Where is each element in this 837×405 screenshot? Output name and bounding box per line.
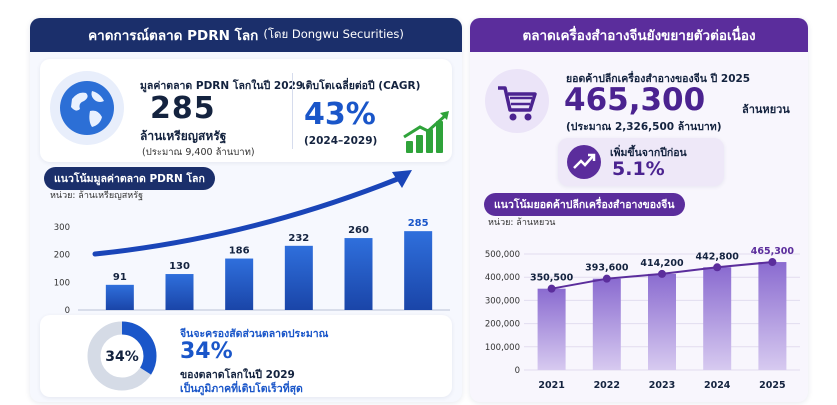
cosmetics-trend-title: แนวโน้มยอดค้าปลีกเครื่องสำอางของจีน	[484, 193, 685, 216]
cos-line-point	[547, 284, 556, 293]
cos-x-tick-label: 2025	[759, 380, 785, 391]
cos-bar	[648, 273, 676, 370]
pdrn-trend-title: แนวโน้มมูลค่าตลาด PDRN โลก	[44, 167, 215, 190]
cos-y-tick-label: 400,000	[485, 273, 520, 283]
cos-data-label: 414,200	[640, 258, 684, 269]
cos-x-tick-label: 2022	[594, 380, 620, 391]
share-donut-arc	[87, 321, 157, 391]
shopping-cart-icon	[485, 69, 549, 133]
retail-sales-note: (ประมาณ 2,326,500 ล้านบาท)	[566, 121, 722, 133]
cos-y-tick-label: 0	[515, 366, 520, 376]
cos-bar	[592, 278, 621, 370]
pdrn-data-label: 91	[113, 272, 127, 283]
china-share-title: จีนจะครองสัดส่วนตลาดประมาณ	[180, 328, 329, 340]
cos-y-tick-label: 200,000	[485, 320, 520, 330]
cagr-period: (2024–2029)	[304, 135, 378, 147]
cos-line-point	[602, 274, 611, 283]
pdrn-panel-header: คาดการณ์ตลาด PDRN โลก (โดย Dongwu Securi…	[30, 18, 462, 52]
pdrn-market-panel: คาดการณ์ตลาด PDRN โลก (โดย Dongwu Securi…	[30, 18, 462, 402]
cos-data-label: 350,500	[530, 273, 574, 284]
pdrn-bar	[344, 238, 373, 310]
pdrn-bar	[404, 231, 433, 310]
pdrn-data-label: 130	[169, 261, 190, 272]
cagr-value: 43%	[304, 97, 376, 132]
retail-sales-value: 465,300	[564, 82, 706, 118]
retail-sales-unit: ล้านหยวน	[742, 103, 790, 116]
cos-bar	[703, 267, 732, 370]
pdrn-bar	[105, 284, 134, 310]
kpi-divider	[292, 73, 293, 149]
cos-line-point	[713, 263, 722, 272]
trend-arrow-head	[392, 170, 412, 188]
growth-label: เพิ่มขึ้นจากปีก่อน	[610, 147, 687, 159]
trend-arrow	[92, 175, 403, 257]
pdrn-panel-title: คาดการณ์ตลาด PDRN โลก	[88, 28, 259, 44]
china-share-value: 34%	[180, 339, 233, 364]
share-donut-label: 34%	[105, 349, 139, 365]
pdrn-data-label: 260	[348, 225, 369, 236]
pdrn-bar	[225, 258, 254, 310]
market-size-label: มูลค่าตลาด PDRN โลกในปี 2029	[140, 80, 304, 92]
cos-data-label: 465,300	[751, 246, 795, 257]
cos-x-tick-label: 2021	[538, 380, 564, 391]
cos-line-point	[658, 269, 666, 278]
share-donut: 34%	[87, 321, 157, 391]
pdrn-data-label: 232	[288, 233, 309, 244]
pdrn-y-tick-label: 200	[54, 251, 70, 261]
pdrn-y-tick-label: 300	[54, 223, 70, 233]
pdrn-panel-subtitle: (โดย Dongwu Securities)	[263, 27, 404, 41]
market-size-unit: ล้านเหรียญสหรัฐ	[140, 129, 227, 143]
trend-up-icon	[567, 145, 601, 179]
pdrn-data-label: 186	[229, 246, 250, 257]
pdrn-y-tick-label: 0	[65, 306, 70, 316]
growth-card: เพิ่มขึ้นจากปีก่อน 5.1%	[558, 138, 724, 186]
china-share-desc: ของตลาดโลกในปี 2029	[180, 369, 295, 381]
cos-data-label: 442,800	[696, 251, 740, 262]
cos-y-tick-label: 500,000	[485, 250, 520, 260]
cos-line-point	[768, 258, 777, 267]
market-size-note: (ประมาณ 9,400 ล้านบาท)	[142, 147, 255, 158]
cagr-label: เติบโตเฉลี่ยต่อปี (CAGR)	[302, 80, 421, 92]
cos-x-tick-label: 2023	[649, 380, 675, 391]
pdrn-bar	[284, 245, 313, 310]
pdrn-kpi-card: มูลค่าตลาด PDRN โลกในปี 2029 285 ล้านเหร…	[40, 59, 452, 162]
china-share-card: 34% จีนจะครองสัดส่วนตลาดประมาณ 34% ของตล…	[40, 315, 452, 397]
cos-y-tick-label: 300,000	[485, 296, 520, 306]
china-cosmetics-panel: ตลาดเครื่องสำอางจีนยังขยายตัวต่อเนื่อง ย…	[470, 18, 808, 402]
growth-value: 5.1%	[612, 158, 665, 180]
cos-bar	[758, 262, 787, 370]
cosmetics-panel-header: ตลาดเครื่องสำอางจีนยังขยายตัวต่อเนื่อง	[470, 18, 808, 52]
cosmetics-bar-chart: 0 100,000 200,000 300,000 400,000 500,000 202…	[485, 246, 800, 391]
globe-icon	[50, 71, 124, 145]
cos-x-tick-label: 2024	[704, 380, 731, 391]
growth-bars-icon	[403, 111, 449, 153]
china-share-note: เป็นภูมิภาคที่เติบโตเร็วที่สุด	[180, 383, 303, 395]
market-size-value: 285	[150, 91, 216, 126]
pdrn-y-tick-label: 100	[54, 278, 70, 288]
cos-bar	[537, 288, 566, 370]
cos-data-label: 393,600	[585, 263, 629, 274]
cosmetics-panel-title: ตลาดเครื่องสำอางจีนยังขยายตัวต่อเนื่อง	[522, 28, 756, 44]
pdrn-unit-label: หน่วย: ล้านเหรียญสหรัฐ	[50, 191, 144, 201]
cos-y-tick-label: 100,000	[485, 343, 520, 353]
pdrn-data-label: 285	[408, 218, 429, 229]
cosmetics-unit-label: หน่วย: ล้านหยวน	[488, 218, 556, 228]
retail-sales-label: ยอดค้าปลีกเครื่องสำอางของจีน ปี 2025	[566, 73, 751, 85]
pdrn-bar	[165, 274, 194, 310]
